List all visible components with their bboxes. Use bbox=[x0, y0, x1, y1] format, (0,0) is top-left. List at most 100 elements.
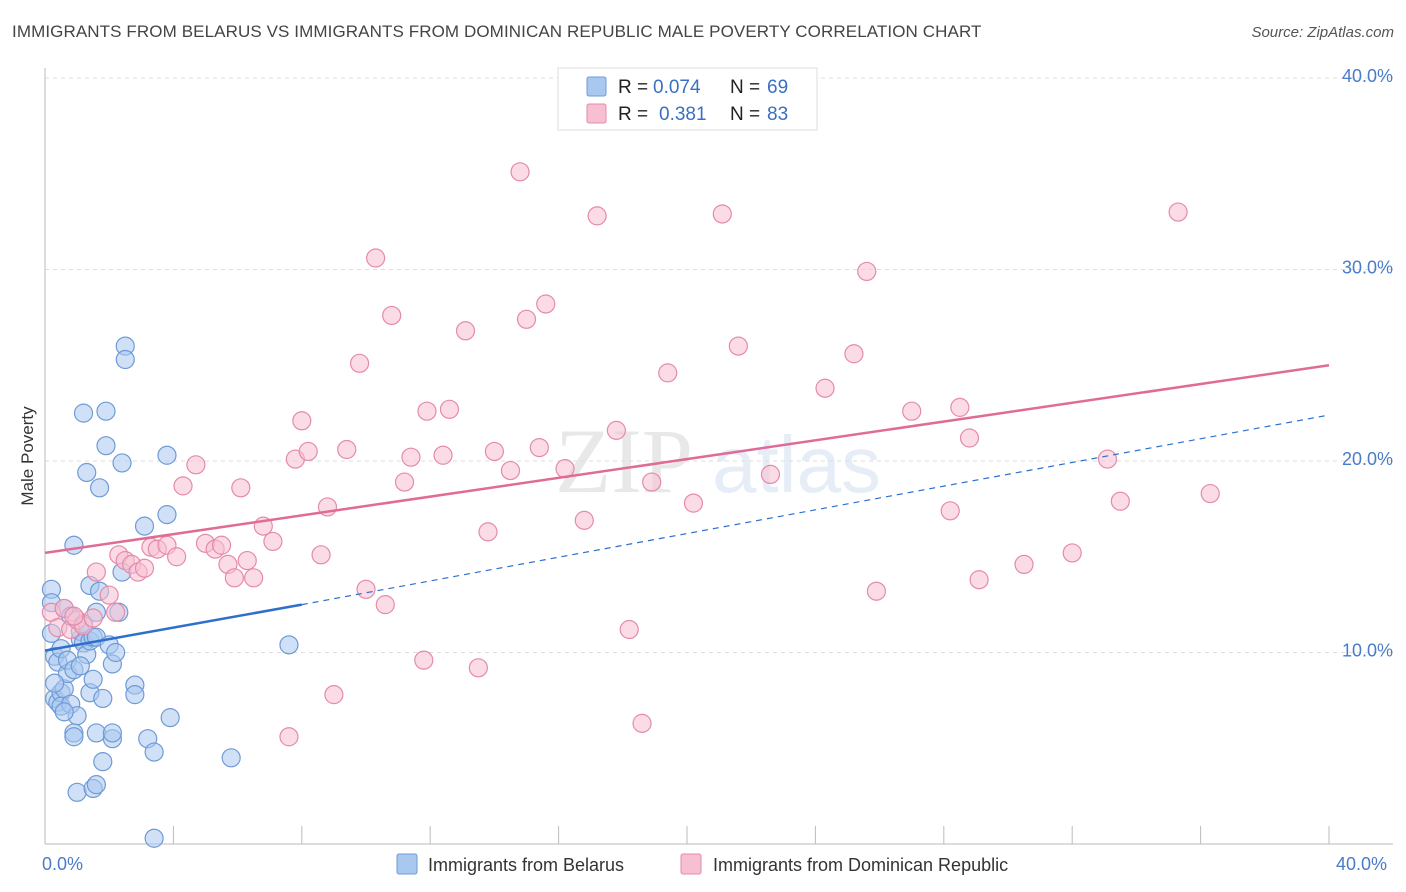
data-point bbox=[70, 656, 90, 676]
data-point bbox=[134, 516, 155, 536]
data-point bbox=[102, 723, 123, 743]
data-point bbox=[478, 522, 498, 542]
trend-lines bbox=[44, 364, 1330, 652]
data-point bbox=[244, 568, 264, 588]
data-point bbox=[902, 401, 922, 421]
data-point bbox=[712, 204, 732, 224]
data-point bbox=[106, 642, 126, 663]
data-point bbox=[857, 261, 877, 282]
trend-line-dashed bbox=[301, 414, 1330, 606]
data-point bbox=[263, 531, 283, 552]
data-point bbox=[67, 782, 87, 802]
x-axis-ticks bbox=[44, 826, 1330, 844]
data-point bbox=[237, 550, 257, 571]
data-point bbox=[366, 248, 386, 268]
data-point bbox=[658, 363, 678, 383]
legend-r-value-belarus: 0.074 bbox=[653, 77, 701, 98]
data-point bbox=[455, 321, 476, 341]
bottom-legend-swatch-belarus bbox=[396, 853, 418, 875]
data-point bbox=[574, 510, 594, 530]
data-point bbox=[500, 460, 521, 481]
data-point bbox=[89, 478, 110, 498]
data-point bbox=[221, 748, 241, 768]
data-point bbox=[45, 673, 65, 693]
data-point bbox=[632, 713, 652, 733]
data-point bbox=[292, 411, 312, 431]
data-point bbox=[536, 294, 556, 314]
legend-n-value-dominican: 83 bbox=[767, 104, 788, 125]
data-point bbox=[93, 688, 113, 709]
y-tick-label: 30.0% bbox=[1342, 258, 1393, 278]
data-point bbox=[64, 535, 84, 555]
data-point bbox=[224, 568, 244, 588]
data-point bbox=[439, 399, 460, 419]
data-point bbox=[356, 579, 376, 599]
y-axis-title: Male Poverty bbox=[18, 406, 37, 506]
data-point bbox=[211, 535, 232, 555]
data-point bbox=[93, 752, 113, 772]
legend-n-label-dominican: N = bbox=[730, 104, 760, 125]
data-point bbox=[112, 453, 132, 473]
y-tick-label: 20.0% bbox=[1342, 449, 1393, 469]
series-dominican-republic bbox=[41, 162, 1220, 747]
y-tick-label: 40.0% bbox=[1342, 66, 1393, 86]
data-point bbox=[106, 602, 126, 622]
data-point bbox=[1097, 449, 1118, 469]
data-point bbox=[167, 547, 187, 567]
data-point bbox=[186, 455, 206, 475]
legend-n-label-belarus: N = bbox=[730, 77, 760, 98]
data-point bbox=[728, 336, 748, 356]
bottom-legend-swatch-dominican bbox=[680, 853, 702, 875]
data-point bbox=[324, 685, 344, 705]
data-point bbox=[683, 493, 704, 513]
data-point bbox=[815, 378, 835, 398]
data-point bbox=[1014, 554, 1034, 575]
data-point bbox=[160, 708, 180, 728]
legend-bottom: Immigrants from Belarus Immigrants from … bbox=[396, 853, 1008, 875]
data-point bbox=[64, 606, 84, 626]
x-tick-label-min: 0.0% bbox=[42, 854, 83, 874]
bottom-legend-label-dominican: Immigrants from Dominican Republic bbox=[713, 855, 1008, 875]
legend-r-label-belarus: R = bbox=[618, 77, 648, 98]
data-point bbox=[382, 305, 402, 326]
data-point bbox=[279, 727, 299, 747]
trend-line-solid bbox=[44, 603, 303, 652]
data-point bbox=[468, 658, 488, 678]
data-point bbox=[298, 441, 318, 462]
data-point bbox=[417, 401, 437, 421]
chart-title: IMMIGRANTS FROM BELARUS VS IMMIGRANTS FR… bbox=[12, 22, 982, 41]
data-point bbox=[401, 447, 421, 467]
data-point bbox=[1200, 483, 1220, 504]
data-point bbox=[157, 505, 177, 525]
data-point bbox=[510, 162, 530, 182]
data-point bbox=[173, 476, 193, 496]
y-tick-labels: 10.0% 20.0% 30.0% 40.0% bbox=[1342, 66, 1393, 661]
data-point bbox=[77, 462, 97, 483]
data-point bbox=[83, 608, 103, 628]
data-point bbox=[86, 562, 106, 582]
legend-top: R = 0.074 N = 69 R = 0.381 N = 83 bbox=[557, 67, 818, 131]
data-point bbox=[96, 401, 116, 421]
data-point bbox=[516, 309, 537, 329]
data-point bbox=[144, 828, 164, 848]
data-point bbox=[144, 742, 164, 762]
data-point bbox=[606, 420, 626, 440]
data-point bbox=[375, 595, 395, 615]
data-point bbox=[1168, 202, 1188, 222]
data-point bbox=[54, 702, 74, 722]
data-point bbox=[433, 445, 453, 465]
data-point bbox=[844, 344, 864, 364]
y-tick-label: 10.0% bbox=[1342, 641, 1393, 661]
x-tick-label-max: 40.0% bbox=[1336, 854, 1387, 874]
data-point bbox=[394, 472, 415, 492]
data-point bbox=[349, 353, 370, 373]
data-point bbox=[969, 570, 989, 590]
data-point bbox=[134, 558, 155, 578]
legend-swatch-belarus bbox=[586, 76, 607, 97]
trend-line-solid bbox=[44, 364, 1330, 555]
data-point bbox=[414, 650, 434, 670]
bottom-legend-label-belarus: Immigrants from Belarus bbox=[428, 855, 624, 875]
data-point bbox=[157, 445, 177, 465]
data-point bbox=[1110, 491, 1130, 511]
